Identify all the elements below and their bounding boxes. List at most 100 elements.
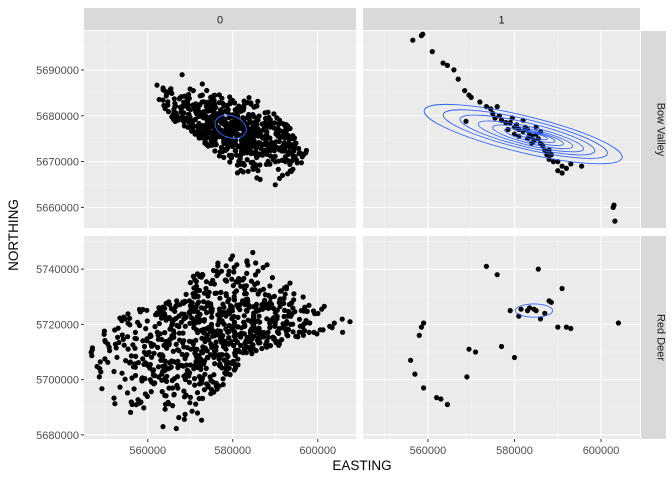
data-point — [247, 339, 253, 345]
data-point — [171, 96, 177, 102]
data-point — [264, 129, 270, 135]
data-point — [162, 367, 168, 373]
data-point — [283, 286, 289, 292]
data-point — [236, 304, 242, 310]
data-point — [159, 336, 165, 343]
data-point — [175, 385, 181, 391]
data-point — [174, 298, 180, 304]
data-point — [291, 297, 297, 303]
data-point — [466, 346, 472, 352]
data-point — [260, 286, 267, 292]
data-point — [568, 325, 574, 332]
data-point — [114, 354, 120, 360]
data-point — [125, 334, 131, 340]
data-point — [216, 100, 222, 106]
panel-marks — [154, 72, 309, 188]
data-point — [254, 121, 260, 127]
data-point — [281, 148, 287, 154]
data-point — [117, 384, 123, 390]
data-point — [227, 128, 233, 134]
data-point — [278, 288, 284, 294]
y-tick-label: 5690000 — [36, 65, 79, 77]
data-point — [291, 291, 297, 297]
density-contour — [492, 124, 574, 150]
data-point — [231, 294, 237, 300]
data-point — [160, 424, 166, 430]
data-point — [240, 298, 246, 304]
density-contour — [423, 103, 623, 165]
data-point — [408, 357, 414, 363]
data-point — [244, 270, 250, 276]
data-point — [246, 111, 252, 118]
data-point — [181, 338, 187, 344]
data-point — [102, 356, 108, 362]
data-point — [463, 118, 469, 124]
x-axis-title: EASTING — [332, 458, 391, 473]
density-contour — [514, 129, 556, 143]
data-point — [231, 264, 237, 270]
data-point — [148, 333, 154, 339]
data-point — [248, 129, 254, 135]
data-point — [280, 321, 286, 327]
data-point — [168, 336, 174, 342]
data-point — [191, 366, 197, 372]
data-point — [217, 336, 223, 342]
data-point — [243, 283, 249, 289]
data-point — [212, 142, 219, 148]
data-point — [243, 338, 249, 344]
data-point — [306, 302, 312, 308]
data-point — [216, 270, 222, 276]
data-point — [209, 102, 215, 108]
data-point — [339, 316, 345, 322]
data-point — [127, 315, 133, 321]
y-tick-label: 5680000 — [36, 430, 79, 442]
density-contour — [214, 114, 247, 139]
data-point — [226, 138, 232, 144]
data-point — [288, 313, 294, 319]
data-point — [208, 377, 214, 384]
data-point — [284, 332, 290, 338]
data-point — [115, 334, 121, 340]
data-point — [220, 344, 227, 350]
data-point — [208, 324, 214, 330]
data-point — [89, 347, 95, 353]
data-point — [191, 325, 197, 331]
data-point — [99, 386, 105, 392]
data-point — [197, 311, 203, 317]
data-point — [210, 267, 217, 274]
data-point — [615, 320, 622, 326]
data-point — [257, 162, 263, 168]
data-point — [264, 316, 270, 322]
data-point — [274, 115, 280, 121]
data-point — [282, 154, 288, 160]
x-tick-label: 600000 — [299, 445, 336, 457]
data-point — [347, 319, 353, 325]
data-point — [252, 281, 258, 288]
data-point — [175, 117, 181, 123]
data-point — [202, 371, 208, 377]
data-point — [169, 90, 175, 96]
data-point — [201, 330, 207, 336]
data-point — [179, 72, 185, 78]
facet-panel — [84, 236, 356, 439]
data-point — [253, 301, 260, 307]
data-point — [160, 363, 166, 369]
data-point — [213, 104, 219, 111]
data-point — [241, 313, 247, 319]
data-point — [292, 154, 298, 160]
data-point — [143, 351, 149, 358]
data-point — [421, 320, 427, 326]
panel-background — [363, 236, 640, 439]
row-strip-label: Red Deer — [655, 314, 667, 361]
data-point — [235, 314, 241, 320]
data-point — [204, 354, 210, 360]
data-point — [133, 402, 139, 408]
data-point — [434, 395, 440, 401]
data-point — [331, 320, 337, 326]
data-point — [231, 319, 238, 325]
data-point — [189, 300, 195, 306]
data-point — [418, 324, 424, 330]
data-point — [559, 285, 565, 292]
data-point — [213, 339, 219, 345]
data-point — [142, 391, 148, 397]
